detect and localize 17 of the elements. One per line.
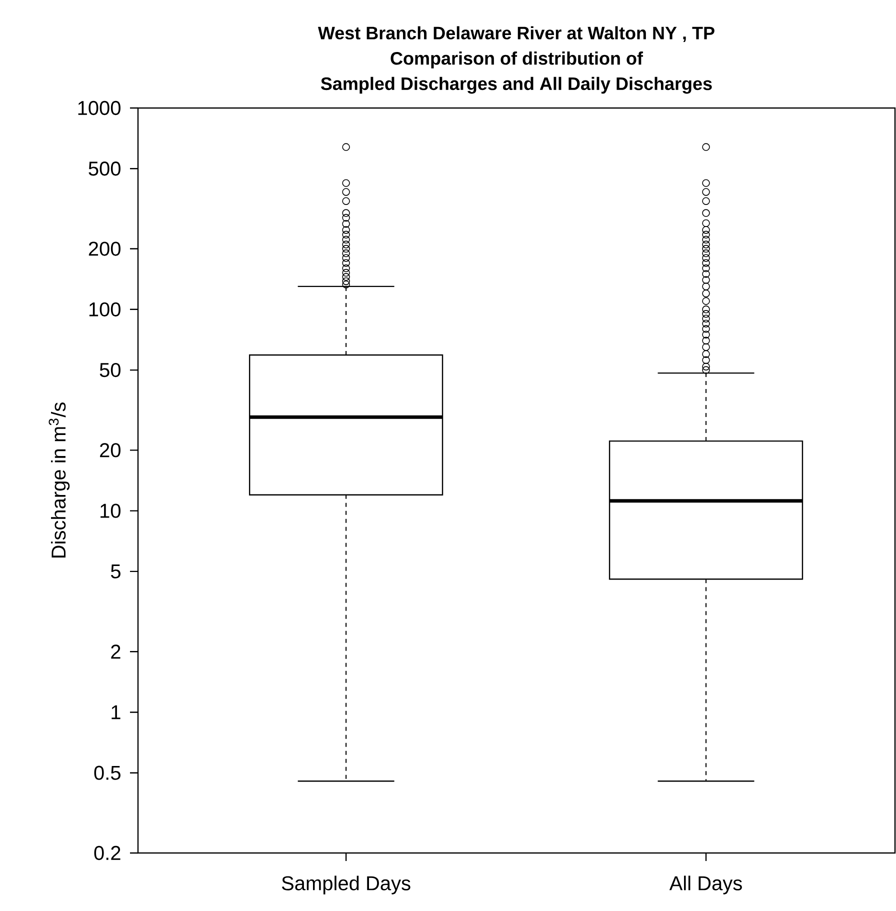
y-tick-label: 1 [112, 705, 120, 720]
y-tick-label: 1000 [78, 100, 120, 116]
chart-title: West Branch Delaware River at Walton NY , TP [318, 26, 714, 42]
x-tick-label: All Days [669, 876, 742, 894]
y-axis-title: Discharge in m$^{3}$/s [48, 402, 70, 558]
y-tick-label: 100 [89, 302, 120, 316]
x-tick-label: Sampled Days [282, 876, 410, 894]
chart-subtitle: Comparison of distribution of Sampled Discharges and All Daily Discharges [320, 52, 712, 94]
y-tick-label: 200 [88, 242, 120, 256]
y-tick-label: 500 [88, 162, 120, 176]
y-tick-label: 20 [100, 443, 120, 458]
y-tick-label: 0.2 [94, 846, 120, 860]
y-tick-label: 2 [111, 644, 120, 659]
y-tick-label: 50 [100, 362, 120, 378]
y-tick-label: 5 [110, 564, 120, 578]
y-tick-label: 0.5 [94, 766, 120, 780]
y-tick-label: 10 [100, 504, 120, 518]
